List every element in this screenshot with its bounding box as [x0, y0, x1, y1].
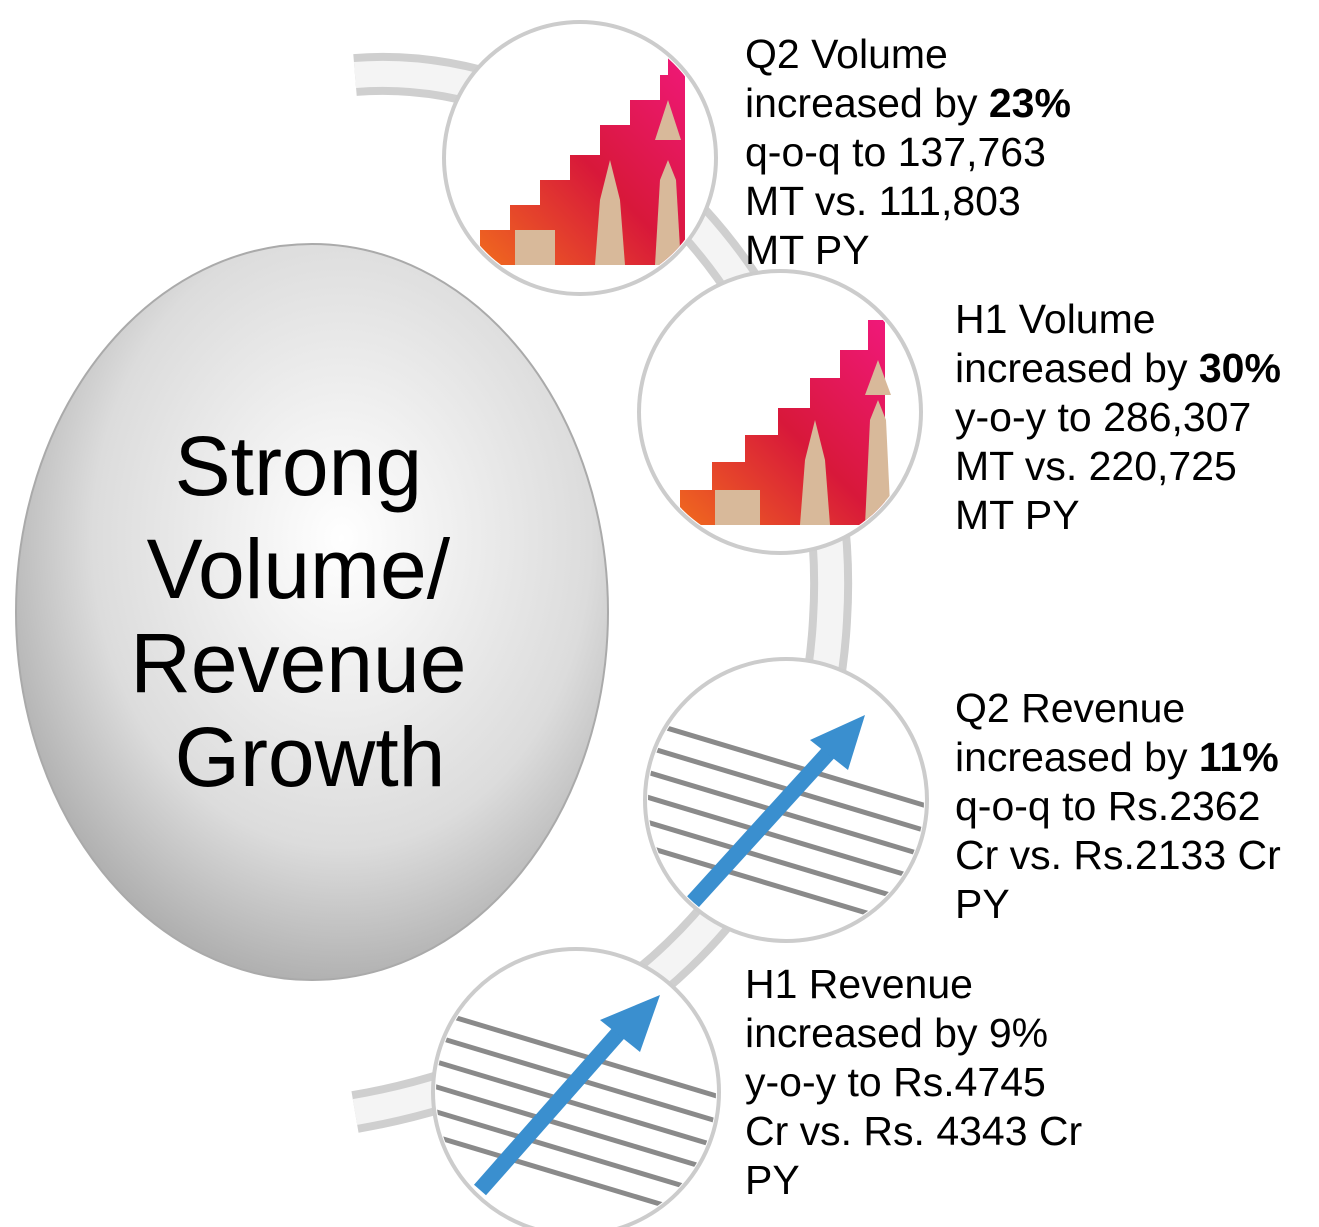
item-text: H1 Revenue increased by 9% y-o-y to Rs.4…	[745, 961, 1094, 1203]
item-title: Q2 Volume	[745, 31, 948, 77]
item-prefix: increased by	[955, 345, 1188, 391]
item-line: Cr vs. Rs. 4343 Cr	[745, 1108, 1082, 1154]
item-prefix: increased by	[745, 1010, 978, 1056]
center-line: Growth	[175, 710, 446, 804]
page: Strong Volume/ Revenue Growth Q2 Volume …	[0, 0, 1319, 1227]
item-line: MT PY	[955, 492, 1080, 538]
item-line: q-o-q to Rs.2362	[955, 783, 1260, 829]
item-line: y-o-y to 286,307	[955, 394, 1251, 440]
item-change: 30%	[1199, 345, 1281, 391]
item-line: Cr vs. Rs.2133 Cr	[955, 832, 1281, 878]
item-change: 9%	[989, 1010, 1048, 1056]
item-line: MT PY	[745, 227, 870, 273]
item-text: Q2 Revenue increased by 11% q-o-q to Rs.…	[955, 685, 1292, 927]
item-title: Q2 Revenue	[955, 685, 1185, 731]
item-text: Q2 Volume increased by 23% q-o-q to 137,…	[745, 31, 1082, 273]
item-line: PY	[955, 881, 1010, 927]
item-change: 23%	[989, 80, 1071, 126]
item-line: y-o-y to Rs.4745	[745, 1059, 1046, 1105]
center-line: Strong	[175, 419, 423, 513]
center-line: Revenue	[130, 616, 466, 710]
center-line: Volume/	[147, 522, 451, 616]
item-line: PY	[745, 1157, 800, 1203]
item-title: H1 Volume	[955, 296, 1156, 342]
item-change: 11%	[1199, 734, 1279, 780]
item-text: H1 Volume increased by 30% y-o-y to 286,…	[955, 296, 1292, 538]
item-line: MT vs. 111,803	[745, 178, 1021, 224]
center-text: Strong Volume/ Revenue Growth	[130, 419, 490, 804]
diagram: Strong Volume/ Revenue Growth Q2 Volume …	[0, 0, 1319, 1227]
item-prefix: increased by	[955, 734, 1188, 780]
item-line: MT vs. 220,725	[955, 443, 1237, 489]
item-prefix: increased by	[745, 80, 978, 126]
item-line: q-o-q to 137,763	[745, 129, 1046, 175]
item-title: H1 Revenue	[745, 961, 973, 1007]
